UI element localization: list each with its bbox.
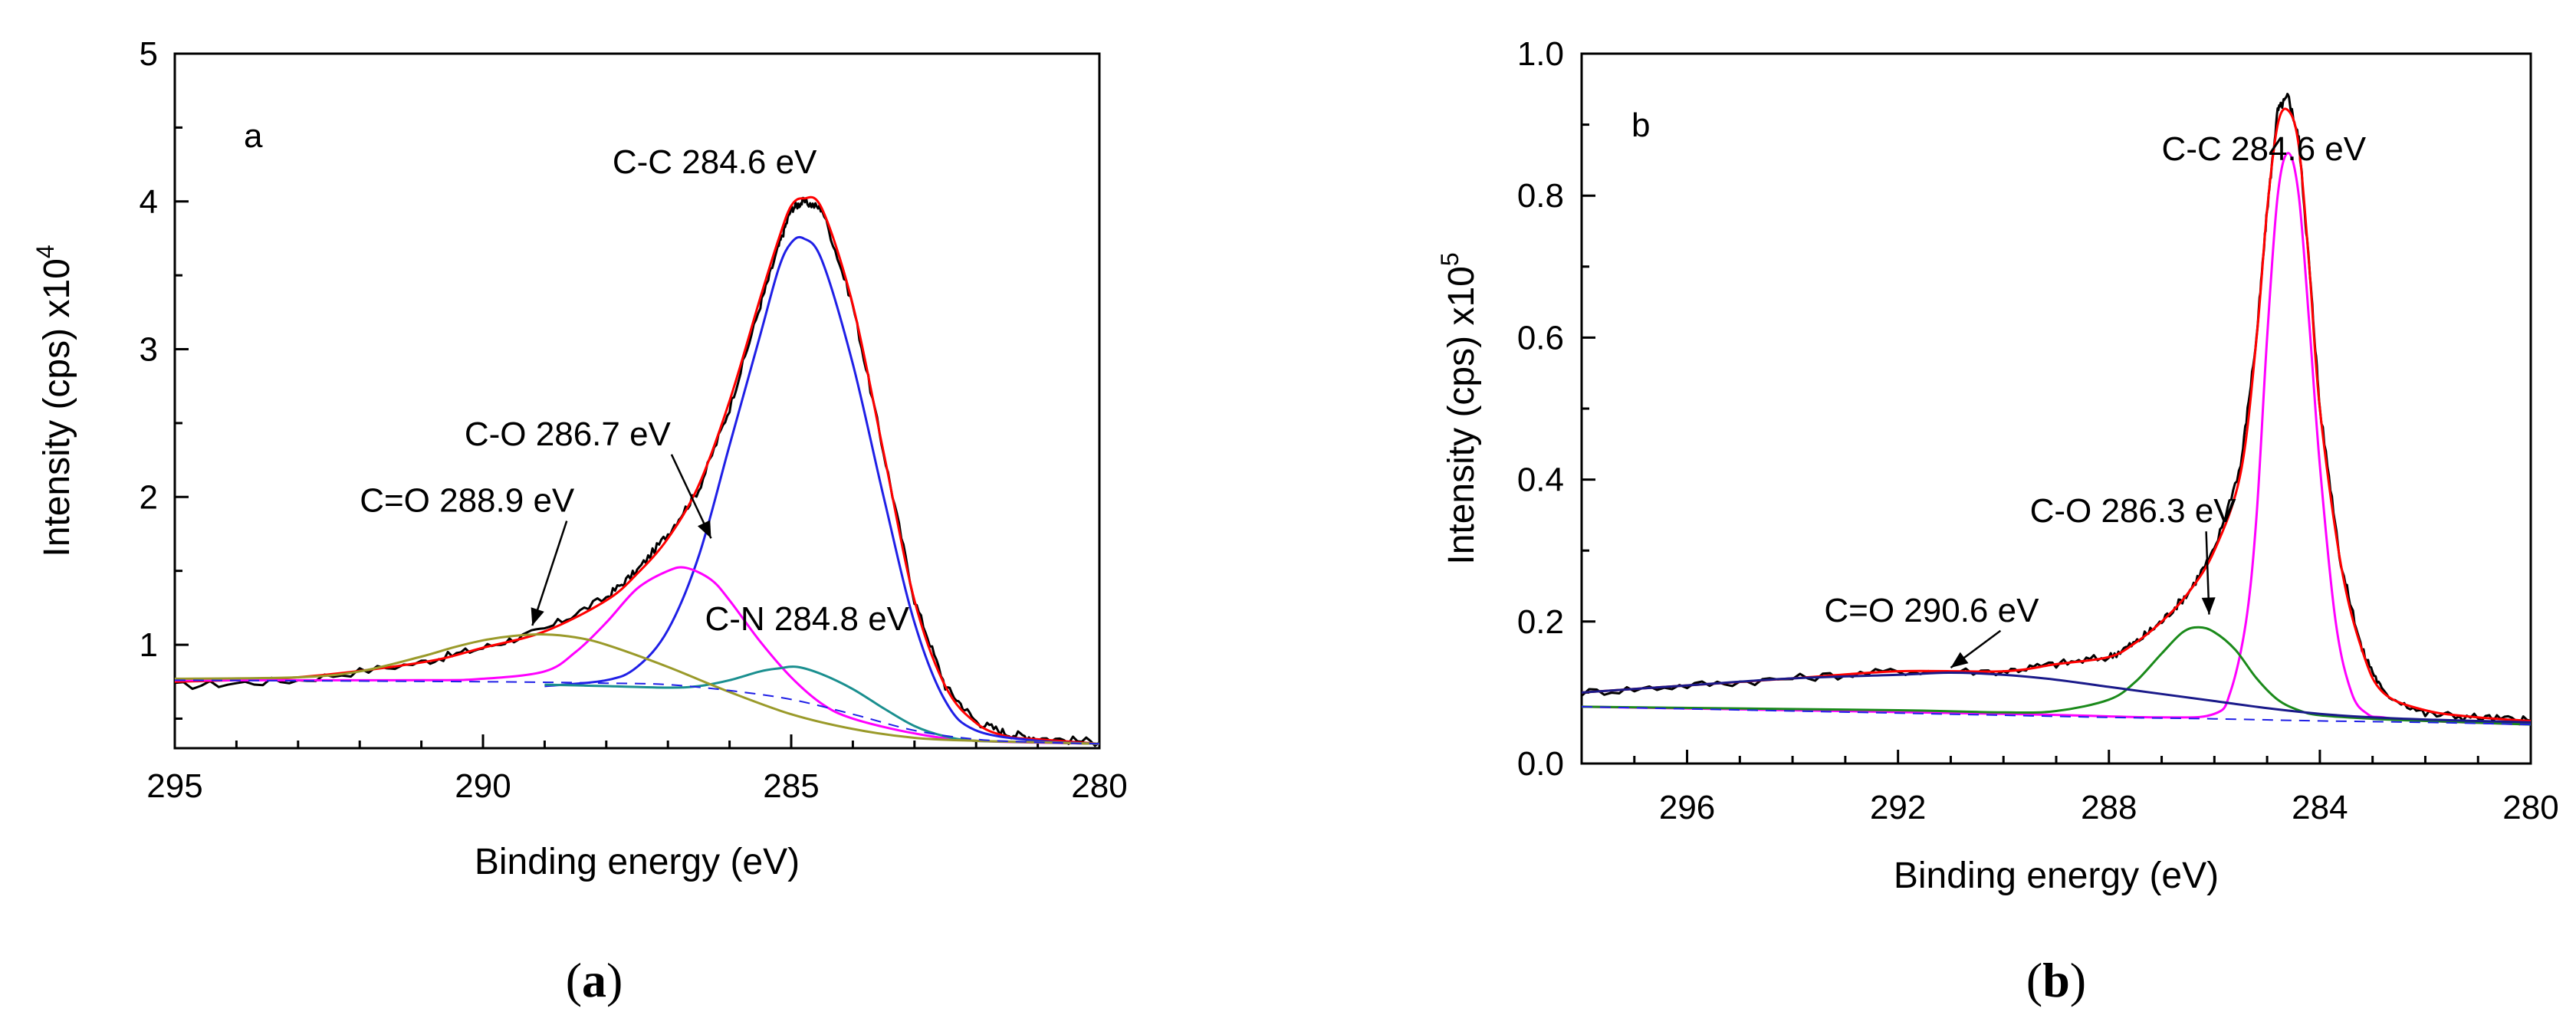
panel-a: 295 290 285 280 1 2 3 4 5 Binding energy… <box>31 35 1128 1007</box>
y-axis-label-exponent: 5 <box>1436 252 1464 266</box>
series-c-c-284-6-ev <box>544 235 1099 745</box>
series-background <box>175 679 1099 745</box>
x-tick-labels: 295 290 285 280 <box>146 767 1127 805</box>
x-tick-label: 280 <box>2502 789 2558 826</box>
x-tick-label: 292 <box>1870 789 1926 826</box>
x-tick-labels: 296 292 288 284 280 <box>1659 789 2559 826</box>
caption-open-paren: ( <box>566 953 582 1007</box>
y-axis-label: Intensity (cps) x105 <box>1436 252 1482 564</box>
caption-letter: b <box>2042 953 2070 1007</box>
panel-letter: b <box>1631 107 1650 144</box>
annotation-label: C=O 290.6 eV <box>1824 592 2039 629</box>
y-tick-labels: 0.0 0.2 0.4 0.6 0.8 1.0 <box>1517 35 1564 783</box>
annotation-label: C-O 286.7 eV <box>465 415 672 453</box>
y-tick-label: 1.0 <box>1517 35 1564 73</box>
annotation-label: C-C 284.6 eV <box>2162 130 2367 168</box>
annotation-arrowhead <box>697 520 711 539</box>
plot-frame <box>173 52 1101 750</box>
y-tick-label: 0.0 <box>1517 745 1564 783</box>
y-axis-label-exponent: 4 <box>31 245 59 258</box>
y-axis-label-main: Intensity (cps) x10 <box>37 258 77 557</box>
annotation-label: C-O 286.3 eV <box>2030 492 2237 530</box>
y-tick-label: 0.4 <box>1517 461 1564 499</box>
x-tick-label: 295 <box>146 767 202 805</box>
series-raw-data <box>1582 93 2531 726</box>
y-tick-label: 4 <box>140 183 158 221</box>
series-raw-data <box>175 196 1099 747</box>
x-tick-label: 296 <box>1659 789 1715 826</box>
x-tick-label: 288 <box>2081 789 2137 826</box>
y-tick-label: 0.2 <box>1517 603 1564 641</box>
series-c-o-286-7-ev <box>175 566 1099 745</box>
curves <box>1582 93 2531 726</box>
x-tick-label: 285 <box>763 767 819 805</box>
series-c-o-290-6-ev <box>1582 672 2531 724</box>
annotations: C-C 284.6 eV C-O 286.7 eV C=O 288.9 eV C… <box>360 143 909 638</box>
x-tick-label: 290 <box>455 767 511 805</box>
y-tick-label: 2 <box>140 478 158 516</box>
y-tick-labels: 1 2 3 4 5 <box>140 35 158 664</box>
caption: (b) <box>2026 953 2086 1007</box>
series-c-c-284-6-ev <box>1582 152 2531 726</box>
ticks <box>173 52 1101 748</box>
caption-close-paren: ) <box>2070 953 2086 1007</box>
annotation-arrowhead <box>1950 652 1969 668</box>
y-tick-label: 0.6 <box>1517 319 1564 356</box>
y-tick-label: 5 <box>140 35 158 73</box>
x-tick-label: 280 <box>1071 767 1127 805</box>
y-tick-label: 3 <box>140 331 158 369</box>
curves <box>175 195 1099 747</box>
panel-b: 296 292 288 284 280 0.0 0.2 0.4 0.6 0.8 … <box>1436 35 2559 1007</box>
caption-open-paren: ( <box>2026 953 2042 1007</box>
annotations: C-C 284.6 eV C-O 286.3 eV C=O 290.6 eV <box>1824 130 2367 668</box>
annotation-arrowhead <box>2201 597 2216 615</box>
series-envelope <box>1582 107 2531 722</box>
caption-close-paren: ) <box>606 953 623 1007</box>
ticks <box>1580 52 2532 765</box>
plot-frame <box>1580 52 2532 765</box>
annotation-arrowhead <box>531 607 544 626</box>
y-axis-label: Intensity (cps) x104 <box>31 245 77 557</box>
series-background <box>1582 705 2531 726</box>
series-envelope <box>175 195 1099 745</box>
annotation-label: C=O 288.9 eV <box>360 482 575 520</box>
panel-letter: a <box>244 117 263 155</box>
y-tick-label: 0.8 <box>1517 177 1564 215</box>
y-tick-label: 1 <box>140 626 158 664</box>
caption: (a) <box>566 953 623 1007</box>
series-c-o-288-9-ev <box>175 633 1099 745</box>
annotation-arrow <box>531 521 568 626</box>
annotation-label: C-N 284.8 eV <box>705 600 909 638</box>
x-axis-label: Binding energy (eV) <box>1894 856 2219 896</box>
x-axis-label: Binding energy (eV) <box>475 842 800 882</box>
series-c-o-286-3-ev <box>1582 626 2531 726</box>
y-axis-label-main: Intensity (cps) x10 <box>1441 266 1482 564</box>
caption-letter: a <box>582 953 606 1007</box>
annotation-label: C-C 284.6 eV <box>613 143 817 181</box>
x-tick-label: 284 <box>2292 789 2348 826</box>
